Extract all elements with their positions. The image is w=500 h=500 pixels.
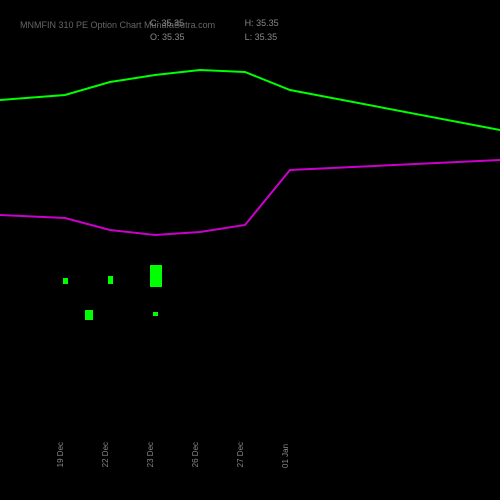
x-axis-labels: 19 Dec 22 Dec 23 Dec 26 Dec 27 Dec 01 Jan xyxy=(0,420,500,480)
x-axis-tick-label: 22 Dec xyxy=(101,442,110,467)
x-axis-tick-label: 26 Dec xyxy=(191,442,200,467)
x-axis-tick-label: 01 Jan xyxy=(281,444,290,468)
x-axis-tick-label: 23 Dec xyxy=(146,442,155,467)
x-axis-tick-label: 19 Dec xyxy=(56,442,65,467)
x-axis-tick-label: 27 Dec xyxy=(236,442,245,467)
